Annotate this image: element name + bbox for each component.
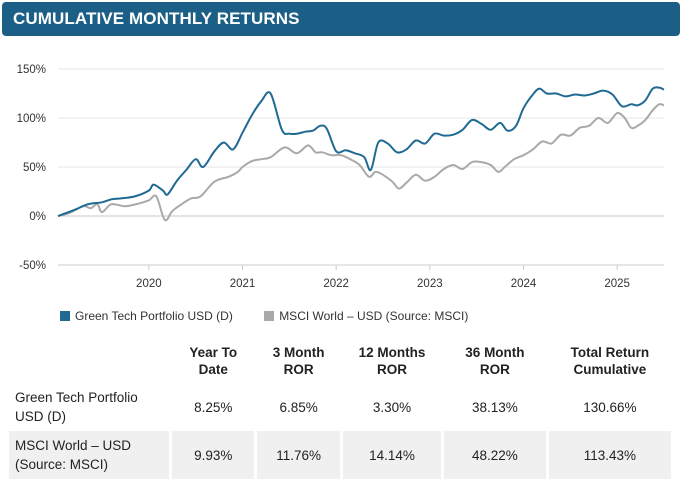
legend-label-benchmark: MSCI World – USD (Source: MSCI) (279, 309, 469, 323)
legend-item-benchmark[interactable]: MSCI World – USD (Source: MSCI) (264, 309, 468, 323)
x-tick-label: 2021 (230, 278, 256, 290)
table-row: Green Tech Portfolio USD (D) 8.25% 6.85% … (9, 383, 671, 431)
row-name-portfolio: Green Tech Portfolio USD (D) (9, 383, 170, 431)
row-name-benchmark: MSCI World – USD (Source: MSCI) (9, 431, 170, 479)
cell-36m: 48.22% (444, 431, 546, 479)
x-tick-label: 2024 (511, 278, 537, 290)
y-tick-label: 150% (17, 64, 46, 76)
cell-ytd: 9.93% (172, 431, 255, 479)
x-tick-label: 2025 (604, 278, 630, 290)
y-tick-label: 50% (23, 162, 46, 174)
y-tick-label: 0% (29, 211, 46, 223)
cell-3m: 11.76% (257, 431, 340, 479)
series-line-benchmark (57, 103, 665, 222)
table-header-12m: 12 Months ROR (358, 345, 426, 377)
cell-3m: 6.85% (257, 383, 340, 431)
cell-total: 113.43% (548, 431, 671, 479)
legend-item-portfolio[interactable]: Green Tech Portfolio USD (D) (60, 309, 233, 323)
legend-label-portfolio: Green Tech Portfolio USD (D) (75, 309, 233, 323)
cell-12m: 3.30% (342, 383, 441, 431)
table-row: MSCI World – USD (Source: MSCI) 9.93% 11.… (9, 431, 671, 479)
cumulative-returns-chart: 150% 100% 50% 0% -50% 2020 2021 2022 2023 2024 202… (17, 64, 665, 290)
x-tick-label: 2020 (136, 278, 162, 290)
chart-legend: Green Tech Portfolio USD (D) MSCI World … (60, 309, 496, 324)
table-header-36m: 36 Month ROR (465, 345, 525, 377)
table-header-ytd: Year To Date (189, 345, 238, 377)
portfolio-swatch (60, 311, 70, 321)
cell-36m: 38.13% (444, 383, 546, 431)
cell-12m: 14.14% (342, 431, 441, 479)
header-bar: CUMULATIVE MONTHLY RETURNS (2, 2, 680, 36)
y-tick-label: -50% (19, 260, 46, 272)
benchmark-swatch (264, 311, 275, 321)
table-header-blank (9, 339, 169, 383)
table-header-total: Total Return Cumulative (570, 345, 650, 377)
x-tick-label: 2022 (323, 278, 349, 290)
cell-total: 130.66% (548, 383, 671, 431)
returns-table: Year To Date 3 Month ROR 12 Months ROR 36 M… (6, 339, 674, 479)
cell-ytd: 8.25% (172, 383, 255, 431)
y-tick-label: 100% (17, 113, 46, 125)
series-line-portfolio (57, 86, 665, 217)
x-tick-label: 2023 (417, 278, 443, 290)
page-title: CUMULATIVE MONTHLY RETURNS (13, 9, 300, 28)
table-header-3m: 3 Month ROR (272, 345, 325, 377)
